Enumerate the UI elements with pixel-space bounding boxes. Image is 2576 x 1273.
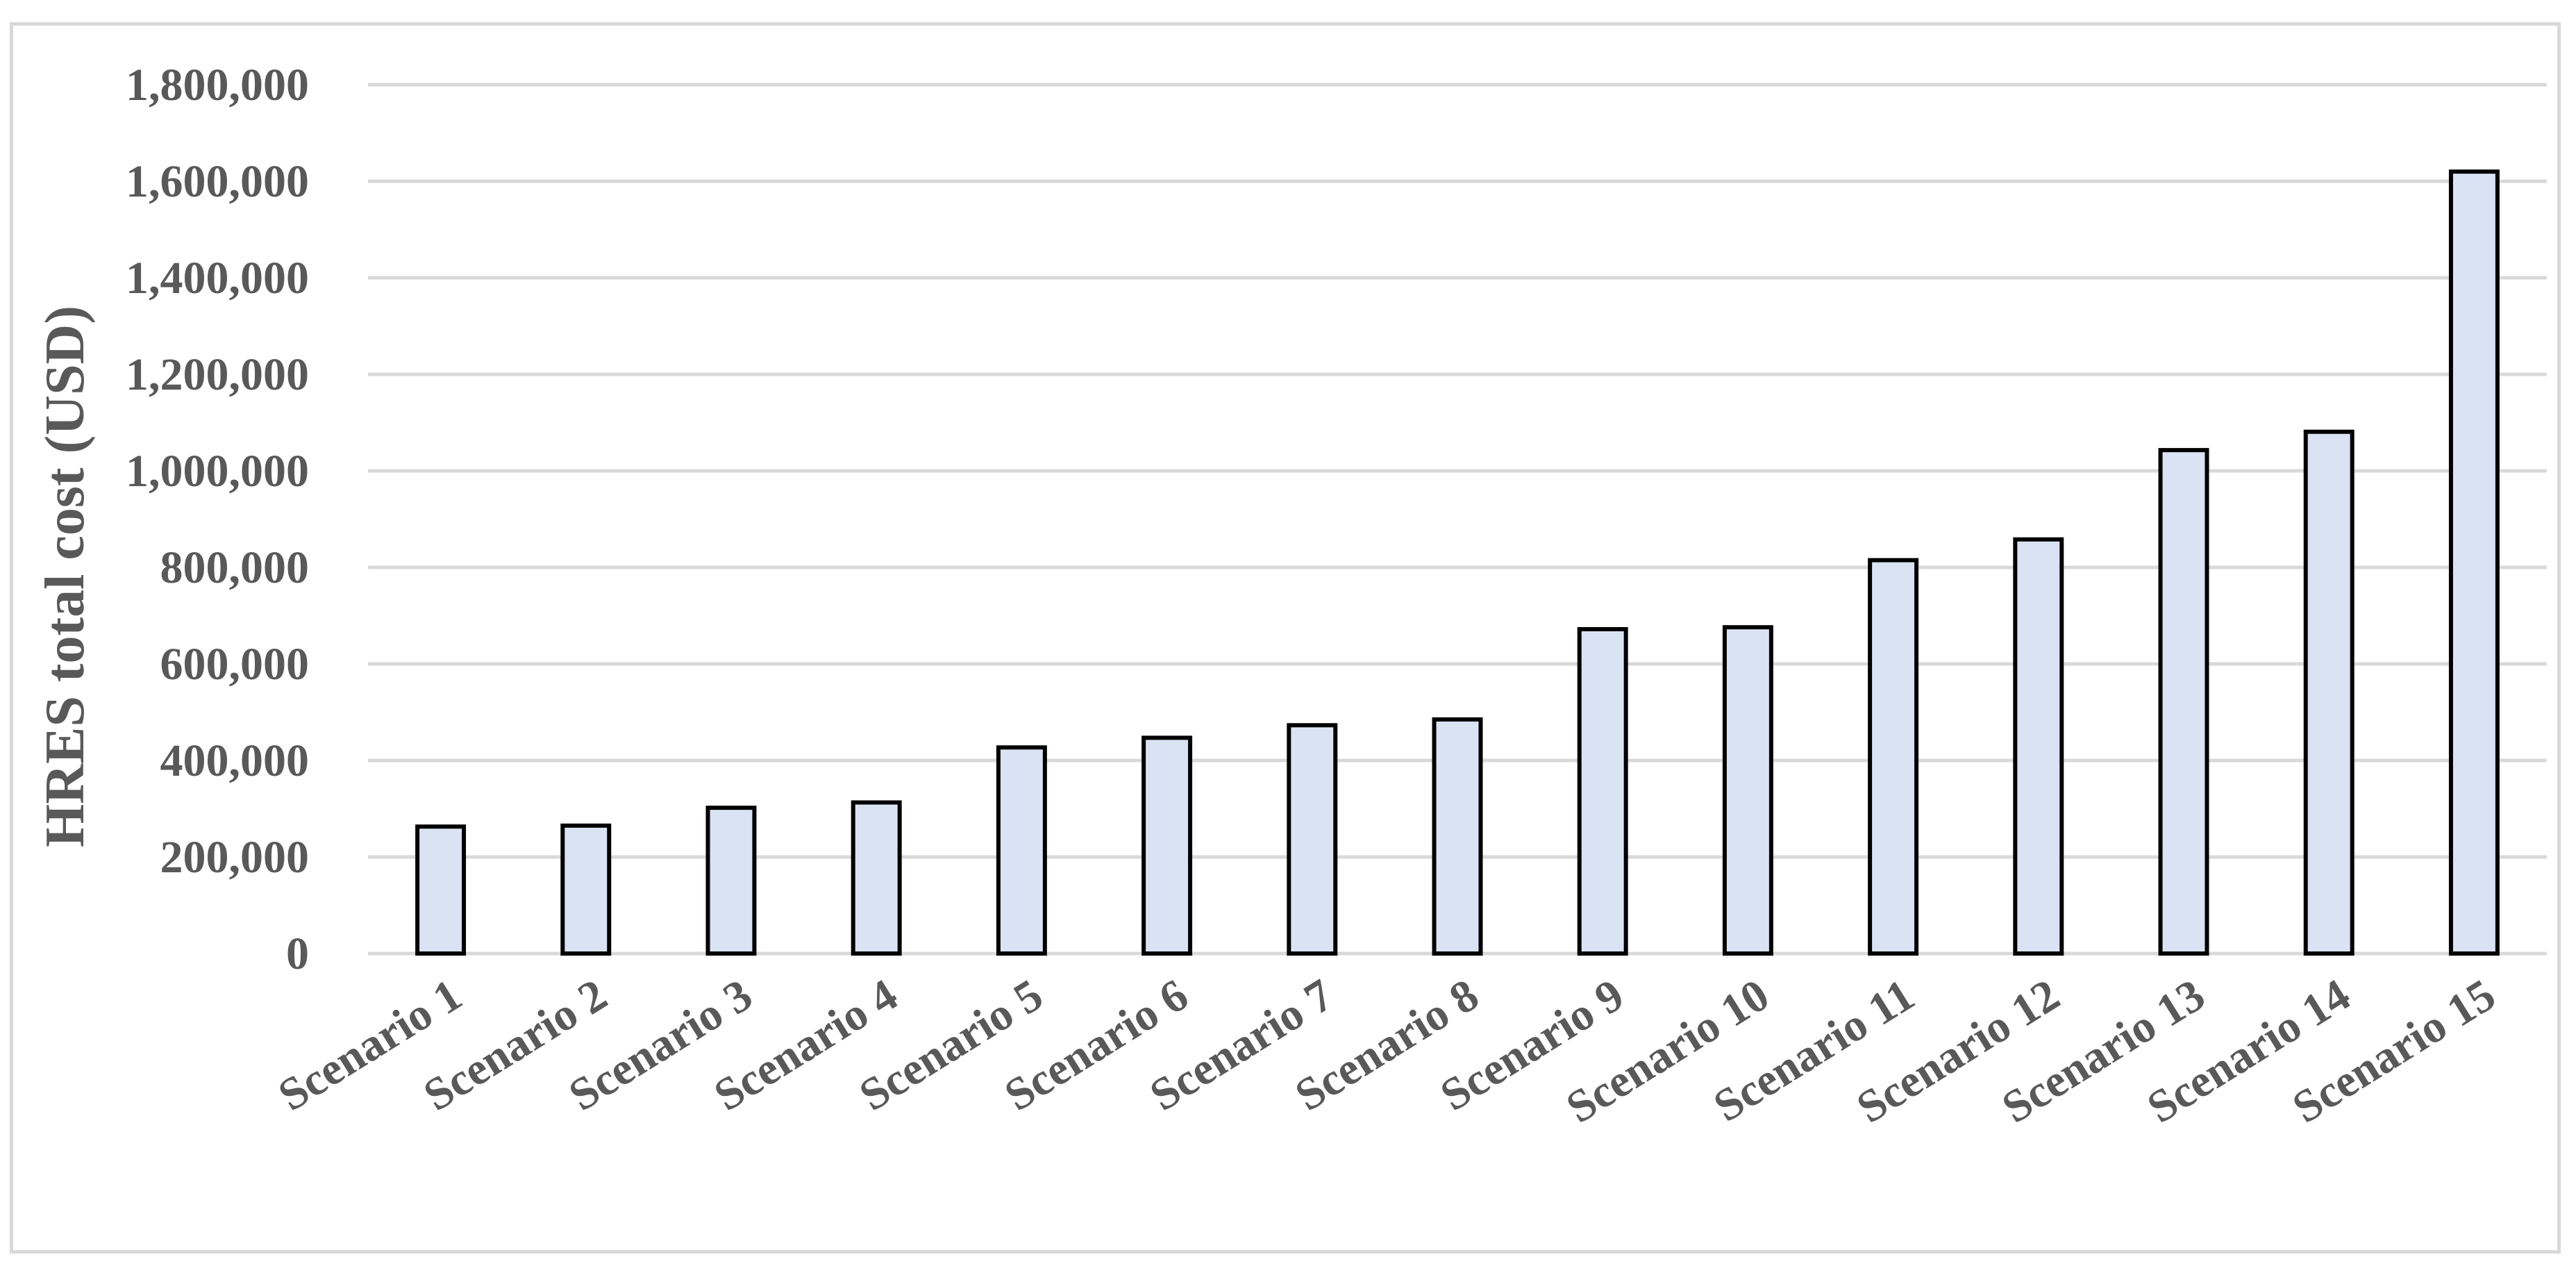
y-axis-tick-labels: 0 200,000 400,000 600,000 800,000 1,000,000 1,… <box>126 60 309 979</box>
bar <box>560 823 612 956</box>
y-tick-label: 200,000 <box>160 832 310 883</box>
bar <box>1868 558 1919 956</box>
bar <box>1577 626 1628 956</box>
chart-frame <box>10 22 2561 1254</box>
y-tick-label: 600,000 <box>160 639 310 690</box>
bar <box>1432 717 1483 956</box>
y-tick-label: 1,000,000 <box>126 446 309 497</box>
bar <box>705 806 757 956</box>
bar <box>2448 169 2500 956</box>
y-tick-label: 400,000 <box>160 735 310 786</box>
y-tick-label: 1,600,000 <box>126 156 309 207</box>
bar <box>2013 537 2064 956</box>
bar <box>851 800 902 956</box>
bar <box>1141 735 1193 956</box>
bar <box>2303 429 2355 956</box>
bar <box>996 745 1047 956</box>
bar <box>1722 625 1773 956</box>
bar <box>2158 448 2209 956</box>
y-axis-title: HRES total cost (USD) <box>35 306 96 847</box>
y-tick-label: 1,200,000 <box>126 349 309 400</box>
y-tick-label: 800,000 <box>160 542 310 593</box>
y-tick-label: 1,400,000 <box>126 253 309 303</box>
y-tick-label: 0 <box>286 929 309 979</box>
y-tick-label: 1,800,000 <box>126 60 309 110</box>
bar <box>415 824 467 956</box>
bar <box>1287 723 1338 956</box>
bars <box>415 169 2500 956</box>
